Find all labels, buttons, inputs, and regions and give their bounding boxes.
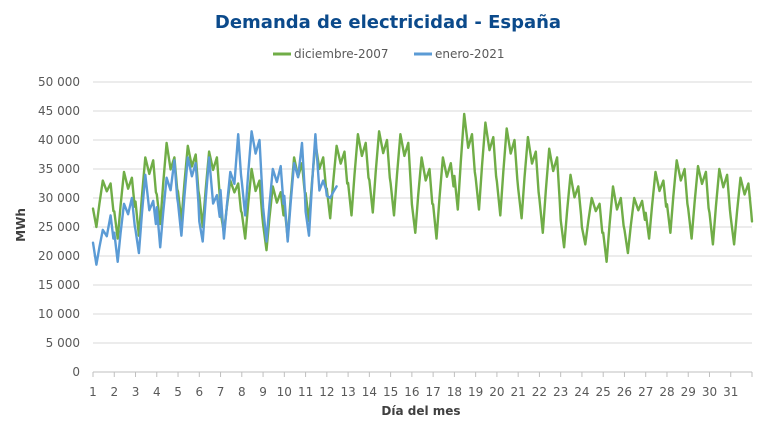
x-tick-label: 12: [319, 385, 334, 399]
x-tick-label: 29: [681, 385, 696, 399]
x-tick-label: 19: [468, 385, 483, 399]
x-tick-label: 20: [489, 385, 504, 399]
series-layer: [91, 112, 754, 266]
y-tick-label: 5 000: [46, 336, 80, 350]
y-tick-label: 10 000: [38, 307, 80, 321]
y-tick-label: 35 000: [38, 162, 80, 176]
x-tick-label: 26: [617, 385, 632, 399]
x-tick-label: 22: [532, 385, 547, 399]
x-tick-label: 30: [702, 385, 717, 399]
y-axis-ticks: 0 5 000 10 000 15 000 20 000 25 000 30 000 35 0…: [38, 75, 80, 379]
x-tick-label: 7: [217, 385, 225, 399]
x-tick-label: 6: [195, 385, 203, 399]
y-tick-label: 25 000: [38, 220, 80, 234]
legend-label-diciembre-2007: diciembre-2007: [294, 47, 389, 61]
y-tick-label: 30 000: [38, 191, 80, 205]
x-tick-label: 31: [723, 385, 738, 399]
x-tick-label: 24: [574, 385, 589, 399]
chart-title: Demanda de electricidad - España: [215, 12, 561, 33]
x-tick-label: 27: [638, 385, 653, 399]
x-tick-label: 14: [362, 385, 377, 399]
legend: diciembre-2007 enero-2021: [273, 47, 504, 61]
series-line-diciembre-2007: [91, 112, 754, 263]
gridlines: [93, 81, 752, 373]
y-tick-label: 0: [72, 365, 80, 379]
x-tick-label: 4: [153, 385, 161, 399]
x-tick-label: 23: [553, 385, 568, 399]
x-tick-label: 21: [511, 385, 526, 399]
x-tick-label: 15: [383, 385, 398, 399]
x-tick-label: 3: [132, 385, 140, 399]
x-tick-label: 17: [425, 385, 440, 399]
series-line-enero-2021: [91, 130, 338, 266]
x-tick-label: 11: [298, 385, 313, 399]
x-tick-label: 18: [447, 385, 462, 399]
x-tick-label: 10: [277, 385, 292, 399]
x-tick-label: 5: [174, 385, 182, 399]
x-tick-label: 1: [89, 385, 97, 399]
y-tick-label: 20 000: [38, 249, 80, 263]
x-tick-label: 25: [596, 385, 611, 399]
x-tick-label: 2: [110, 385, 118, 399]
x-axis-title: Día del mes: [381, 404, 460, 418]
y-tick-label: 45 000: [38, 104, 80, 118]
legend-label-enero-2021: enero-2021: [435, 47, 504, 61]
x-tick-label: 8: [238, 385, 246, 399]
y-tick-label: 40 000: [38, 133, 80, 147]
y-tick-label: 15 000: [38, 278, 80, 292]
x-tick-label: 13: [340, 385, 355, 399]
y-axis-title: MWh: [14, 208, 28, 242]
x-tick-label: 16: [404, 385, 419, 399]
x-tick-label: 28: [659, 385, 674, 399]
x-tick-label: 9: [259, 385, 267, 399]
y-tick-label: 50 000: [38, 75, 80, 89]
x-axis-ticks: 1 2 3 4 5 6 7 8 9 10 11 12 13 14 15 16 17 18 19 20 21 22 23 24 2…: [89, 372, 753, 399]
